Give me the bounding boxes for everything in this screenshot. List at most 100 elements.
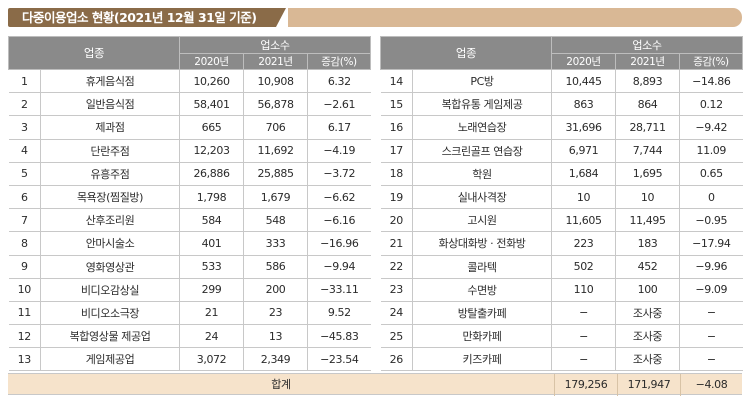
- row-2021: 100: [615, 277, 680, 302]
- right-table: 업종 업소수 2020년 2021년 증감(%) 14 PC방 10,445 8,89…: [380, 36, 744, 372]
- row-category: 게임제공업: [40, 347, 180, 372]
- row-2021: 1,679: [243, 184, 308, 210]
- row-number: 7: [8, 208, 41, 233]
- row-number: 26: [380, 347, 413, 372]
- table-row: 10 비디오감상실 299 200 −33.11: [8, 277, 371, 302]
- header-count-group: 업소수: [178, 36, 372, 54]
- row-number: 24: [380, 300, 413, 326]
- table-row: 16 노래연습장 31,696 28,711 −9.42: [380, 115, 743, 140]
- row-number: 17: [380, 138, 413, 163]
- row-change: −17.94: [678, 231, 743, 256]
- header-category: 업종: [380, 36, 552, 70]
- row-change: 6.32: [306, 68, 371, 94]
- row-change: −45.83: [306, 324, 371, 349]
- row-category: PC방: [412, 68, 552, 94]
- row-number: 25: [380, 324, 413, 349]
- row-2021: 56,878: [243, 92, 308, 117]
- row-2020: 6,971: [551, 138, 616, 163]
- title-bar: 다중이용업소 현황(2021년 12월 31일 기준): [8, 8, 742, 27]
- row-2021: 586: [243, 254, 308, 279]
- row-category: 화상대화방 · 전화방: [412, 231, 552, 256]
- left-table: 업종 업소수 2020년 2021년 증감(%) 1 휴게음식점 10,260 10,…: [8, 36, 372, 372]
- row-2020: 10,445: [551, 68, 616, 94]
- table-row: 25 만화카페 − 조사중 −: [380, 324, 743, 349]
- row-category: 안마시술소: [40, 231, 180, 256]
- row-2021: 25,885: [243, 161, 308, 186]
- row-change: −2.61: [306, 92, 371, 117]
- row-number: 21: [380, 231, 413, 256]
- row-change: 11.09: [678, 138, 743, 163]
- table-row: 3 제과점 665 706 6.17: [8, 115, 371, 140]
- row-change: 9.52: [306, 300, 371, 326]
- row-category: 목욕장(찜질방): [40, 184, 180, 210]
- row-category: 수면방: [412, 277, 552, 302]
- row-change: −3.72: [306, 161, 371, 186]
- row-category: 유흥주점: [40, 161, 180, 186]
- row-2020: 110: [551, 277, 616, 302]
- row-category: 비디오소극장: [40, 300, 180, 326]
- row-2020: 299: [179, 277, 244, 302]
- table-row: 22 콜라텍 502 452 −9.96: [380, 254, 743, 279]
- row-number: 3: [8, 115, 41, 140]
- row-number: 20: [380, 208, 413, 233]
- row-2021: 11,495: [615, 208, 680, 233]
- row-number: 19: [380, 184, 413, 210]
- row-category: 키즈카페: [412, 347, 552, 372]
- header-category: 업종: [8, 36, 180, 70]
- row-2020: 223: [551, 231, 616, 256]
- row-change: −: [678, 300, 743, 326]
- row-change: −6.16: [306, 208, 371, 233]
- row-category: 스크린골프 연습장: [412, 138, 552, 163]
- row-2021: 706: [243, 115, 308, 140]
- table-row: 4 단란주점 12,203 11,692 −4.19: [8, 138, 371, 163]
- row-category: 방탈출카페: [412, 300, 552, 326]
- row-2020: 863: [551, 92, 616, 117]
- row-2020: 401: [179, 231, 244, 256]
- row-2021: 10: [615, 184, 680, 210]
- row-2020: 11,605: [551, 208, 616, 233]
- table-row: 5 유흥주점 26,886 25,885 −3.72: [8, 161, 371, 186]
- header-change: 증감(%): [306, 53, 372, 70]
- row-2021: 조사중: [615, 324, 680, 349]
- header-change: 증감(%): [678, 53, 744, 70]
- table-row: 17 스크린골프 연습장 6,971 7,744 11.09: [380, 138, 743, 163]
- row-2021: 2,349: [243, 347, 308, 372]
- row-2020: 533: [179, 254, 244, 279]
- page-title: 다중이용업소 현황(2021년 12월 31일 기준): [8, 8, 286, 27]
- row-number: 16: [380, 115, 413, 140]
- row-change: 0: [678, 184, 743, 210]
- row-change: −16.96: [306, 231, 371, 256]
- row-2021: 864: [615, 92, 680, 117]
- row-2021: 333: [243, 231, 308, 256]
- row-number: 12: [8, 324, 41, 349]
- table-row: 7 산후조리원 584 548 −6.16: [8, 208, 371, 233]
- row-number: 13: [8, 347, 41, 372]
- row-2020: −: [551, 300, 616, 326]
- table-row: 19 실내사격장 10 10 0: [380, 184, 743, 210]
- row-change: −: [678, 347, 743, 372]
- row-change: 0.12: [678, 92, 743, 117]
- row-change: −9.96: [678, 254, 743, 279]
- total-2020: 179,256: [554, 374, 617, 396]
- row-number: 14: [380, 68, 413, 94]
- row-2020: 3,072: [179, 347, 244, 372]
- row-category: 단란주점: [40, 138, 180, 163]
- row-change: −14.86: [678, 68, 743, 94]
- row-change: −9.09: [678, 277, 743, 302]
- table-row: 23 수면방 110 100 −9.09: [380, 277, 743, 302]
- row-category: 영화영상관: [40, 254, 180, 279]
- row-change: −9.94: [306, 254, 371, 279]
- row-2021: 23: [243, 300, 308, 326]
- row-2021: 28,711: [615, 115, 680, 140]
- row-number: 4: [8, 138, 41, 163]
- table-row: 14 PC방 10,445 8,893 −14.86: [380, 68, 743, 94]
- row-2021: 548: [243, 208, 308, 233]
- row-2020: −: [551, 324, 616, 349]
- table-row: 8 안마시술소 401 333 −16.96: [8, 231, 371, 256]
- row-category: 복합영상물 제공업: [40, 324, 180, 349]
- table-row: 6 목욕장(찜질방) 1,798 1,679 −6.62: [8, 184, 371, 210]
- header-2021: 2021년: [615, 53, 680, 70]
- row-number: 10: [8, 277, 41, 302]
- total-change: −4.08: [680, 374, 742, 396]
- row-change: −23.54: [306, 347, 371, 372]
